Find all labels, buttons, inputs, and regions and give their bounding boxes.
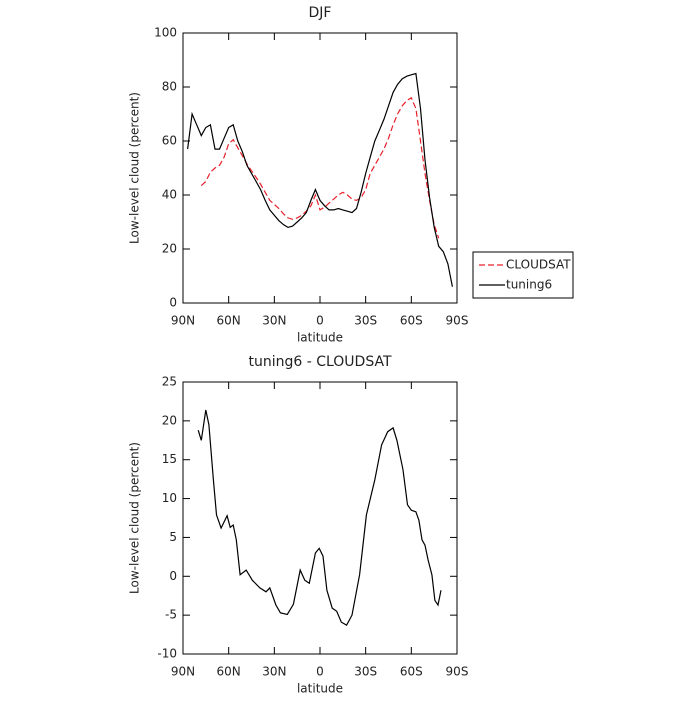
y-axis-label: Low-level cloud (percent): [128, 92, 142, 244]
chart-title: DJF: [309, 5, 332, 21]
plot-frame: [182, 381, 458, 655]
x-tick-label: 30S: [354, 665, 377, 679]
x-tick-label: 30N: [262, 314, 286, 328]
x-axis-label: latitude: [297, 682, 343, 696]
x-tick-label: 30N: [262, 665, 286, 679]
y-tick-label: 100: [154, 26, 177, 40]
legend-box: [472, 251, 574, 299]
x-tick-label: 60N: [217, 665, 241, 679]
x-tick-label: 60S: [400, 314, 423, 328]
y-tick-label: 10: [162, 491, 177, 505]
x-tick-label: 0: [316, 665, 324, 679]
y-tick-label: 0: [169, 296, 177, 310]
y-tick-label: 25: [162, 375, 177, 389]
chart-title: tuning6 - CLOUDSAT: [248, 354, 392, 370]
x-tick-label: 90S: [446, 314, 469, 328]
x-tick-label: 30S: [354, 314, 377, 328]
y-tick-label: 5: [169, 530, 177, 544]
y-tick-label: 80: [162, 80, 177, 94]
y-tick-label: 20: [162, 413, 177, 427]
x-tick-label: 90N: [171, 314, 195, 328]
y-tick-label: -5: [165, 608, 177, 622]
y-tick-label: 20: [162, 242, 177, 256]
legend-label: CLOUDSAT: [506, 258, 571, 272]
x-tick-label: 90S: [446, 665, 469, 679]
x-axis-label: latitude: [297, 331, 343, 345]
data-line: [200, 96, 440, 239]
data-line: [197, 409, 442, 627]
x-tick-label: 90N: [171, 665, 195, 679]
x-tick-label: 60S: [400, 665, 423, 679]
legend-label: tuning6: [506, 278, 552, 292]
y-tick-label: 15: [162, 452, 177, 466]
x-tick-label: 0: [316, 314, 324, 328]
y-tick-label: 40: [162, 188, 177, 202]
x-tick-label: 60N: [217, 314, 241, 328]
y-axis-label: Low-level cloud (percent): [128, 442, 142, 594]
y-tick-label: 60: [162, 134, 177, 148]
data-line: [187, 72, 453, 287]
y-tick-label: 0: [169, 569, 177, 583]
y-tick-label: -10: [157, 647, 177, 661]
